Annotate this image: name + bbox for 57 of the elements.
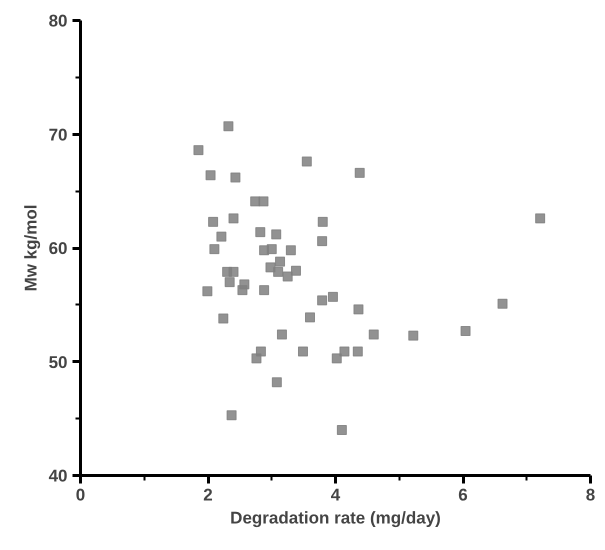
x-axis-title: Degradation rate (mg/day)	[230, 508, 441, 528]
x-tick-label: 2	[203, 486, 213, 504]
y-tick-label: 50	[48, 352, 68, 372]
point	[223, 121, 234, 132]
x-tick-label: 4	[330, 486, 341, 504]
point	[535, 213, 546, 224]
y-axis-title: Mw kg/mol	[22, 204, 41, 292]
point	[328, 292, 338, 302]
point	[286, 245, 296, 256]
point	[498, 298, 508, 309]
point	[302, 156, 312, 167]
point	[318, 216, 328, 227]
point	[266, 244, 277, 254]
point	[258, 196, 268, 206]
point	[339, 346, 350, 357]
point	[226, 410, 237, 420]
point	[276, 329, 287, 340]
point	[237, 285, 248, 296]
point	[290, 266, 301, 276]
x-tick-label: 0	[76, 486, 86, 504]
point	[317, 236, 328, 246]
point	[298, 346, 308, 357]
point	[218, 314, 228, 324]
point	[271, 229, 282, 240]
point	[224, 277, 235, 288]
point	[408, 330, 418, 341]
point	[332, 353, 342, 364]
point	[275, 256, 286, 267]
point	[256, 346, 266, 357]
point	[282, 271, 293, 282]
point	[273, 266, 284, 277]
point	[317, 295, 328, 306]
point	[259, 285, 270, 296]
point	[209, 244, 220, 254]
y-tick-label: 40	[48, 466, 68, 486]
y-tick-label: 60	[48, 239, 68, 258]
point	[208, 216, 218, 227]
point	[206, 170, 216, 180]
y-tick-label: 70	[48, 125, 68, 144]
point	[272, 377, 282, 388]
point	[368, 329, 379, 340]
point	[460, 326, 471, 336]
point	[354, 168, 365, 178]
point	[336, 425, 347, 435]
point	[193, 145, 204, 156]
point	[216, 232, 226, 242]
point	[255, 227, 266, 238]
point	[230, 172, 240, 182]
point	[353, 304, 364, 314]
point	[202, 286, 212, 296]
point	[305, 312, 315, 322]
x-tick-label: 6	[458, 486, 468, 504]
point	[228, 266, 238, 277]
y-tick-label: 80	[48, 12, 68, 30]
point	[228, 213, 238, 224]
point	[352, 346, 363, 357]
x-tick-label: 8	[586, 486, 596, 504]
